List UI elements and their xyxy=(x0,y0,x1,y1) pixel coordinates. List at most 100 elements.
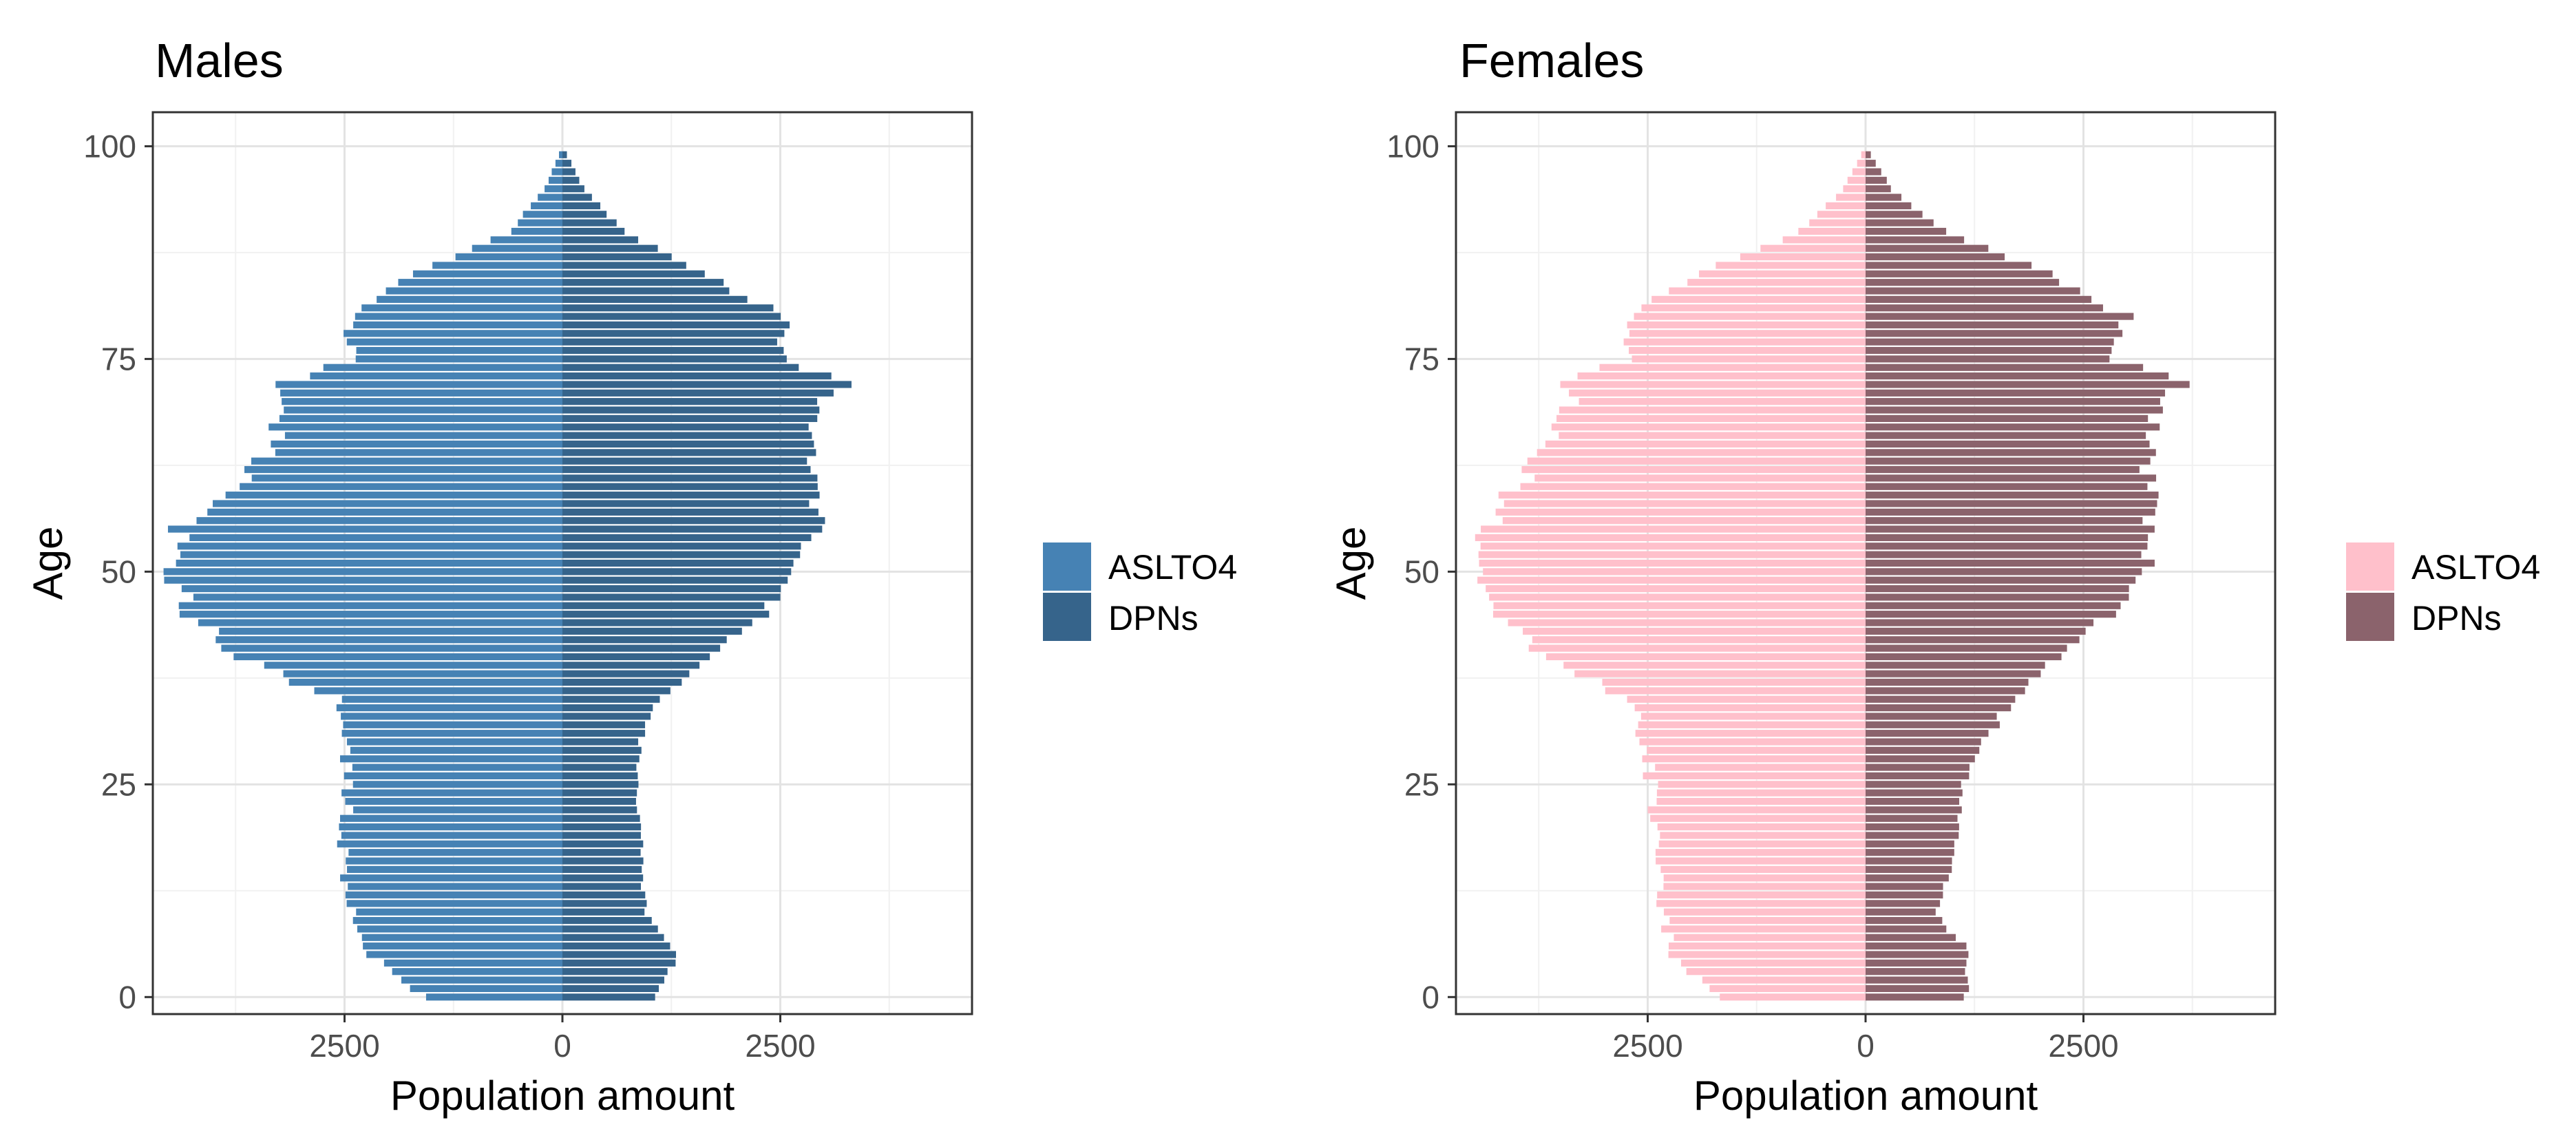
females-legend-label-aslto4: ASLTO4 xyxy=(2411,548,2540,587)
females-bar-dpns-age-1 xyxy=(1866,984,1970,993)
males-bar-dpns-age-68 xyxy=(562,414,818,422)
males-bar-aslto4-age-66 xyxy=(284,432,562,439)
females-bar-aslto4-age-48 xyxy=(1486,584,1866,593)
males-bar-dpns-age-1 xyxy=(562,984,659,993)
females-bar-dpns-age-74 xyxy=(1866,363,2144,371)
males-bar-dpns-age-62 xyxy=(562,465,811,474)
females-bar-aslto4-age-35 xyxy=(1627,695,1866,703)
females-bar-aslto4-age-2 xyxy=(1702,976,1866,984)
females-bar-dpns-age-8 xyxy=(1866,925,1947,933)
males-bar-aslto4-age-74 xyxy=(323,363,562,371)
females-bar-dpns-age-35 xyxy=(1866,695,2016,703)
females-bar-aslto4-age-17 xyxy=(1655,849,1866,856)
males-bar-dpns-age-36 xyxy=(562,687,671,695)
females-bar-aslto4-age-36 xyxy=(1605,687,1866,695)
males-bar-aslto4-age-49 xyxy=(164,576,563,584)
females-bar-aslto4-age-94 xyxy=(1836,193,1866,201)
males-bar-aslto4-age-8 xyxy=(357,925,562,933)
males-bar-dpns-age-14 xyxy=(562,874,644,882)
females-bar-aslto4-age-52 xyxy=(1478,551,1866,558)
males-bar-dpns-age-79 xyxy=(562,321,790,329)
females-bar-dpns-age-28 xyxy=(1866,755,1975,763)
females-bar-dpns-age-48 xyxy=(1866,584,2129,593)
males-bar-dpns-age-58 xyxy=(562,500,810,507)
females-legend-key-aslto4 xyxy=(2346,542,2394,591)
males-bar-aslto4-age-75 xyxy=(355,355,562,363)
females-x-tick-label-center: 0 xyxy=(1857,1028,1875,1064)
males-bar-dpns-age-3 xyxy=(562,968,668,976)
males-bar-dpns-age-98 xyxy=(562,160,572,167)
males-bar-aslto4-age-65 xyxy=(271,440,562,448)
females-bar-aslto4-age-32 xyxy=(1638,721,1866,728)
males-bar-dpns-age-18 xyxy=(562,840,644,847)
females-x-tick-label-right: 2500 xyxy=(2048,1028,2118,1064)
females-bar-aslto4-age-28 xyxy=(1642,755,1866,763)
females-bar-dpns-age-62 xyxy=(1866,465,2140,474)
males-bar-dpns-age-74 xyxy=(562,363,799,371)
males-bar-aslto4-age-69 xyxy=(284,406,562,414)
males-bar-aslto4-age-35 xyxy=(341,695,562,703)
males-bar-aslto4-age-16 xyxy=(346,857,562,865)
males-bar-dpns-age-72 xyxy=(562,381,852,388)
males-bar-aslto4-age-94 xyxy=(538,193,562,201)
females-bar-dpns-age-79 xyxy=(1866,321,2119,329)
males-bar-dpns-age-10 xyxy=(562,908,645,916)
females-bar-aslto4-age-13 xyxy=(1663,883,1866,890)
males-bar-aslto4-age-11 xyxy=(346,900,562,907)
females-bar-dpns-age-63 xyxy=(1866,457,2151,465)
females-bar-aslto4-age-16 xyxy=(1656,857,1866,865)
males-bar-dpns-age-83 xyxy=(562,287,730,295)
males-bar-aslto4-age-38 xyxy=(283,670,562,677)
females-bar-aslto4-age-23 xyxy=(1656,797,1866,805)
males-bar-dpns-age-50 xyxy=(562,568,792,576)
males-bar-aslto4-age-54 xyxy=(189,534,563,542)
females-bar-dpns-age-26 xyxy=(1866,772,1970,780)
females-bar-dpns-age-22 xyxy=(1866,806,1962,814)
females-bar-dpns-age-12 xyxy=(1866,891,1943,899)
females-bar-aslto4-age-43 xyxy=(1523,627,1866,635)
females-bar-dpns-age-11 xyxy=(1866,900,1941,907)
males-bar-aslto4-age-44 xyxy=(198,619,562,626)
females-bar-aslto4-age-61 xyxy=(1534,474,1866,482)
females-bar-dpns-age-31 xyxy=(1866,730,1989,737)
females-bar-aslto4-age-40 xyxy=(1545,653,1866,661)
females-bar-dpns-age-96 xyxy=(1866,176,1887,184)
females-bar-aslto4-age-88 xyxy=(1760,244,1866,252)
males-bar-dpns-age-8 xyxy=(562,925,658,933)
females-bar-aslto4-age-55 xyxy=(1481,525,1866,533)
females-bar-dpns-age-68 xyxy=(1866,414,2149,422)
males-bar-aslto4-age-6 xyxy=(363,942,562,950)
females-bar-aslto4-age-58 xyxy=(1503,500,1866,507)
males-bar-aslto4-age-27 xyxy=(352,763,562,771)
males-bar-dpns-age-66 xyxy=(562,432,812,439)
females-bar-aslto4-age-20 xyxy=(1657,823,1866,831)
females-bar-dpns-age-29 xyxy=(1866,746,1980,754)
males-bar-dpns-age-28 xyxy=(562,755,640,763)
females-x-axis-title: Population amount xyxy=(1693,1073,2038,1119)
males-bar-dpns-age-45 xyxy=(562,611,770,618)
males-bar-dpns-age-32 xyxy=(562,721,646,728)
males-bar-aslto4-age-13 xyxy=(348,883,562,890)
females-bar-aslto4-age-81 xyxy=(1641,304,1866,312)
females-bar-aslto4-age-97 xyxy=(1852,168,1866,176)
females-bar-aslto4-age-51 xyxy=(1479,559,1866,567)
females-bar-dpns-age-64 xyxy=(1866,449,2156,456)
males-bar-aslto4-age-53 xyxy=(177,542,562,550)
males-bar-dpns-age-6 xyxy=(562,942,671,950)
males-bar-aslto4-age-10 xyxy=(356,908,562,916)
males-bar-dpns-age-22 xyxy=(562,806,637,814)
males-bar-dpns-age-11 xyxy=(562,900,647,907)
females-bar-aslto4-age-80 xyxy=(1634,313,1866,320)
females-bar-aslto4-age-31 xyxy=(1635,730,1866,737)
females-bar-aslto4-age-37 xyxy=(1602,678,1866,686)
males-bar-dpns-age-31 xyxy=(562,730,646,737)
males-bar-aslto4-age-87 xyxy=(455,253,562,261)
males-bar-dpns-age-88 xyxy=(562,244,658,252)
males-bar-dpns-age-84 xyxy=(562,279,724,286)
males-bar-dpns-age-95 xyxy=(562,185,584,193)
males-bar-dpns-age-13 xyxy=(562,883,642,890)
females-bar-aslto4-age-11 xyxy=(1656,900,1866,907)
males-bar-dpns-age-51 xyxy=(562,559,794,567)
females-bar-aslto4-age-89 xyxy=(1782,236,1866,244)
males-bar-aslto4-age-95 xyxy=(545,185,562,193)
